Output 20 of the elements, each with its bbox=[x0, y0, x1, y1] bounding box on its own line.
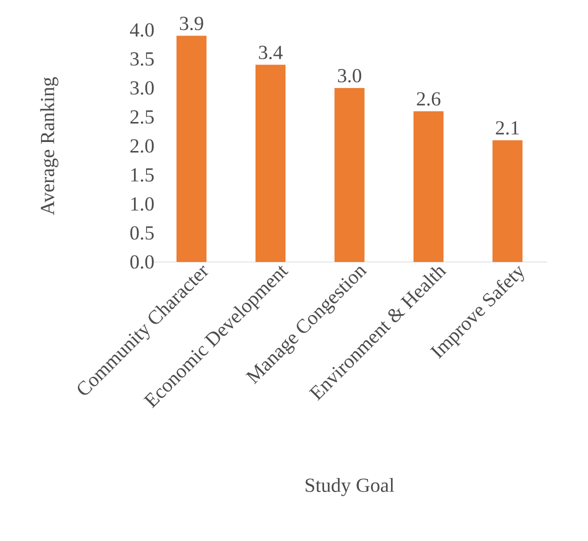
data-label: 3.0 bbox=[338, 68, 362, 82]
y-tick-label: 2.5 bbox=[130, 110, 154, 124]
data-label: 3.4 bbox=[259, 46, 283, 60]
bar bbox=[176, 36, 206, 262]
y-tick-label: 0.5 bbox=[130, 226, 154, 240]
bar bbox=[334, 88, 364, 262]
y-axis-title: Average Ranking bbox=[40, 77, 58, 216]
y-tick-label: 3.5 bbox=[130, 52, 154, 66]
bar bbox=[492, 140, 522, 262]
y-tick-label: 3.0 bbox=[130, 81, 154, 95]
x-axis-title: Study Goal bbox=[306, 478, 394, 496]
y-tick-label: 1.5 bbox=[131, 168, 154, 182]
data-label: 2.1 bbox=[496, 121, 519, 135]
data-label: 3.9 bbox=[180, 16, 204, 30]
data-label: 2.6 bbox=[416, 92, 440, 106]
bar bbox=[414, 111, 444, 262]
y-tick-label: 1.0 bbox=[131, 197, 154, 211]
bar bbox=[256, 64, 286, 262]
y-tick-label: 2.0 bbox=[130, 139, 154, 153]
y-tick-label: 4.0 bbox=[130, 23, 154, 37]
